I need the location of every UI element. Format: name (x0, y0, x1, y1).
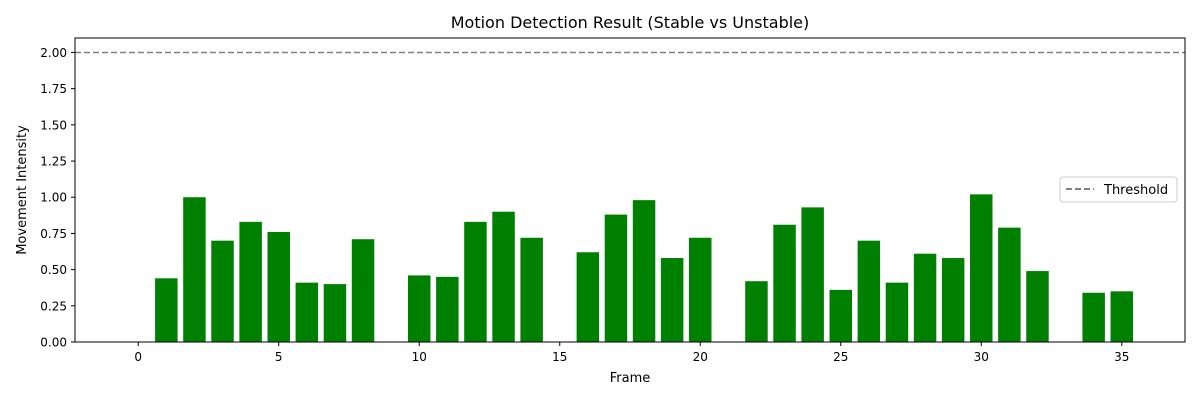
y-tick-label: 2.00 (40, 46, 67, 60)
bar-frame-11 (436, 276, 459, 342)
x-tick-label: 30 (974, 350, 989, 364)
bar-frame-8 (351, 239, 375, 342)
bar-frame-1 (155, 278, 178, 342)
y-tick-label: 1.00 (40, 191, 67, 205)
legend-box (1059, 176, 1178, 203)
bar-frame-10 (408, 275, 431, 342)
chart-title: Motion Detection Result (Stable vs Unsta… (451, 13, 810, 32)
x-tick-label: 15 (552, 350, 567, 364)
y-tick-label: 0.00 (40, 336, 67, 350)
bar-frame-27 (885, 282, 909, 342)
bar-frame-2 (183, 197, 206, 342)
x-ticks: 0 5 10 15 20 25 30 35 (134, 342, 1129, 364)
y-tick-label: 1.50 (40, 118, 67, 132)
x-tick-label: 0 (134, 350, 142, 364)
bar-frame-30 (970, 194, 993, 342)
x-tick-label: 20 (693, 350, 708, 364)
legend-threshold-label: Threshold (1103, 183, 1168, 198)
x-tick-label: 5 (275, 350, 283, 364)
y-axis-label: Movement Intensity (15, 125, 30, 255)
bars-layer (155, 194, 1134, 342)
bar-frame-18 (632, 200, 656, 342)
axes-frame (74, 37, 1186, 343)
y-tick-label: 0.25 (40, 299, 67, 313)
bar-frame-3 (211, 240, 234, 342)
bar-frame-29 (941, 258, 965, 342)
bar-frame-20 (689, 237, 712, 342)
bar-frame-13 (492, 211, 515, 342)
bar-frame-19 (660, 258, 684, 342)
bar-frame-22 (745, 281, 768, 342)
bar-frame-24 (801, 207, 824, 342)
bar-frame-32 (1026, 271, 1049, 342)
bar-frame-34 (1082, 292, 1105, 342)
y-tick-label: 0.75 (40, 227, 67, 241)
x-tick-label: 35 (1114, 350, 1129, 364)
bar-frame-28 (913, 253, 937, 342)
bar-frame-6 (295, 282, 319, 342)
x-tick-label: 25 (833, 350, 848, 364)
bar-frame-14 (520, 237, 543, 342)
y-tick-label: 0.50 (40, 263, 67, 277)
bar-frame-4 (239, 221, 262, 342)
legend: Threshold (1059, 176, 1178, 203)
x-axis-label: Frame (610, 371, 651, 386)
y-ticks: 0.00 0.25 0.50 0.75 1.00 1.25 1.50 1.75 2.00 (40, 46, 75, 350)
bar-frame-7 (323, 284, 347, 342)
bar-frame-26 (857, 240, 881, 342)
bar-frame-12 (464, 221, 487, 342)
bar-frame-5 (267, 231, 290, 342)
y-tick-label: 1.25 (40, 155, 67, 169)
x-tick-label: 10 (412, 350, 427, 364)
y-tick-label: 1.75 (40, 82, 67, 96)
bar-frame-17 (604, 214, 628, 342)
bar-frame-31 (998, 227, 1021, 342)
bar-frame-25 (829, 289, 852, 342)
bar-frame-16 (576, 252, 600, 342)
bar-frame-23 (773, 224, 796, 342)
bar-frame-35 (1110, 291, 1134, 342)
